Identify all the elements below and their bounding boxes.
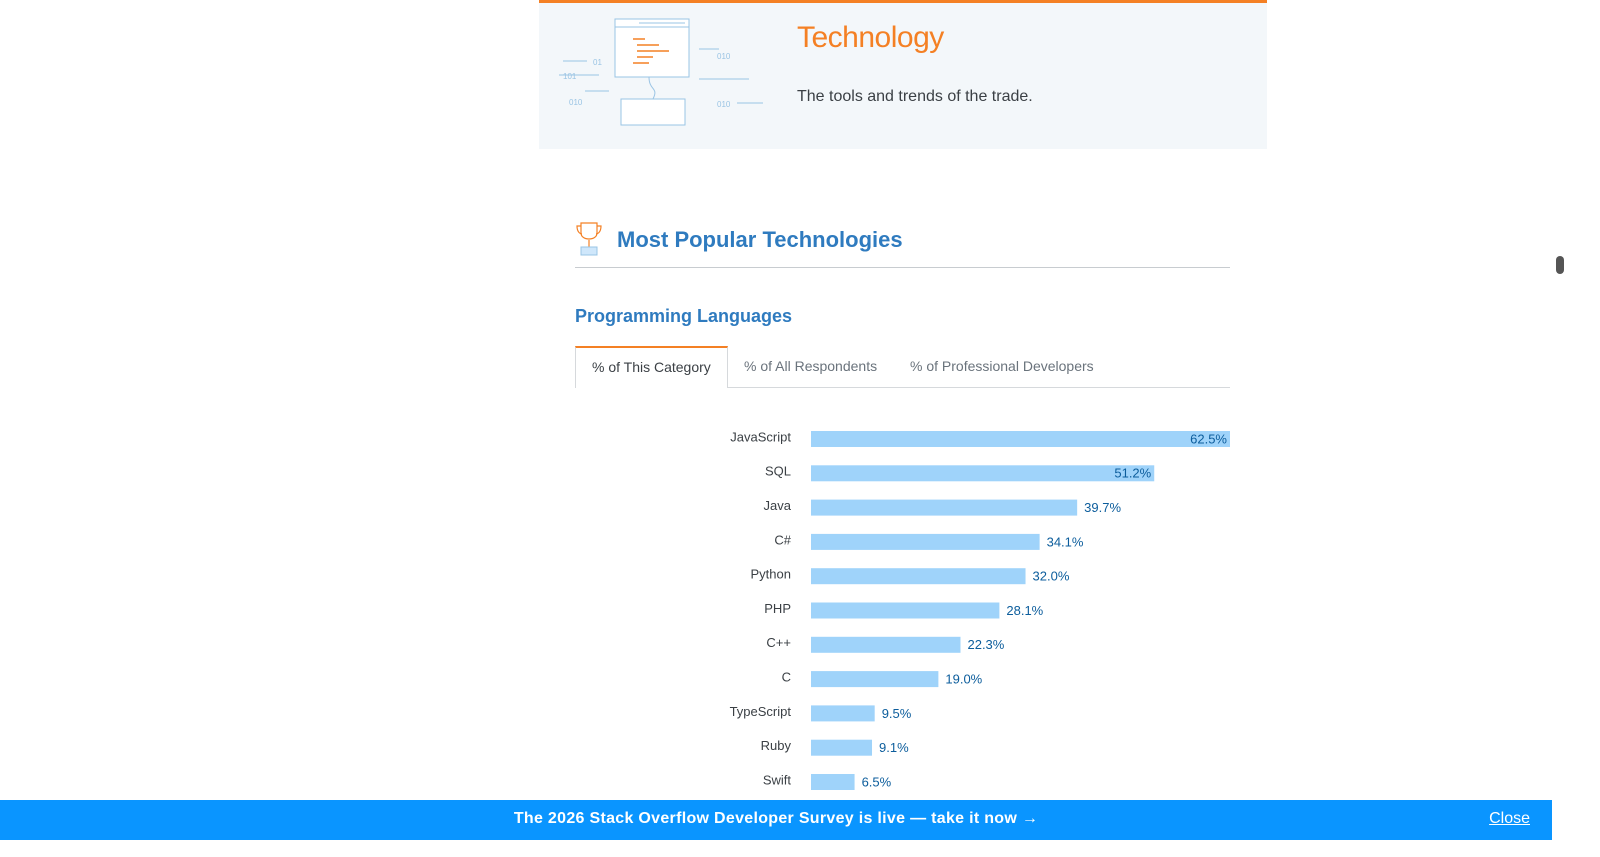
value-label: 19.0% (945, 672, 982, 687)
svg-text:101: 101 (563, 72, 577, 81)
category-label: Swift (763, 772, 792, 787)
section-title: Most Popular Technologies (617, 227, 903, 252)
survey-banner: The 2026 Stack Overflow Developer Survey… (0, 800, 1552, 840)
section-rule (575, 267, 1230, 268)
bar (811, 499, 1078, 516)
category-label: C# (774, 532, 791, 547)
svg-text:010: 010 (717, 52, 731, 61)
bar (811, 705, 875, 722)
bar (811, 431, 1230, 447)
value-label: 62.5% (1190, 431, 1227, 446)
tab[interactable]: % of Professional Developers (910, 358, 1094, 374)
bar (811, 774, 855, 790)
scrollbar-thumb[interactable] (1556, 256, 1564, 274)
bar (811, 465, 1155, 482)
category-label: PHP (764, 601, 791, 616)
banner-close[interactable]: Close (1489, 810, 1530, 827)
category-label: SQL (765, 464, 791, 479)
chart: JavaScript 62.5% SQL 51.2% Java 39.7% C# 34.1% P… (730, 429, 1230, 790)
bar (811, 533, 1040, 550)
category-label: C (782, 670, 791, 685)
category-label: Ruby (761, 738, 792, 753)
hero-illustration: 01 101 010 010 010 (559, 18, 763, 126)
category-label: C++ (766, 635, 791, 650)
value-label: 28.1% (1006, 603, 1043, 618)
value-label: 34.1% (1047, 534, 1084, 549)
svg-text:010: 010 (717, 100, 731, 109)
value-label: 22.3% (967, 637, 1004, 652)
tab[interactable]: % of All Respondents (744, 358, 878, 374)
bar (811, 602, 1000, 619)
svg-text:010: 010 (569, 98, 583, 107)
subsection-title: Programming Languages (575, 306, 793, 326)
bar (811, 739, 873, 756)
value-label: 51.2% (1114, 466, 1151, 481)
trophy-icon (576, 222, 602, 256)
tab[interactable]: % of This Category (575, 346, 728, 388)
hero: 01 101 010 010 010 Technology The tools and … (539, 0, 1267, 149)
bar (811, 636, 961, 653)
tab-bar: % of This Category % of All Respondents % … (575, 346, 1230, 388)
bar (811, 568, 1026, 585)
category-label: Python (751, 567, 791, 582)
value-label: 32.0% (1033, 569, 1070, 584)
category-label: TypeScript (730, 704, 792, 719)
hero-title: Technology (797, 21, 944, 54)
bar (811, 671, 939, 688)
value-label: 6.5% (862, 774, 892, 789)
svg-text:01: 01 (593, 58, 602, 67)
value-label: 9.5% (882, 706, 912, 721)
category-label: Java (764, 498, 792, 513)
value-label: 39.7% (1084, 500, 1121, 515)
category-label: JavaScript (730, 429, 791, 444)
hero-subtitle: The tools and trends of the trade. (797, 88, 1033, 105)
banner-link[interactable]: The 2026 Stack Overflow Developer Survey… (513, 810, 1039, 827)
value-label: 9.1% (879, 740, 909, 755)
